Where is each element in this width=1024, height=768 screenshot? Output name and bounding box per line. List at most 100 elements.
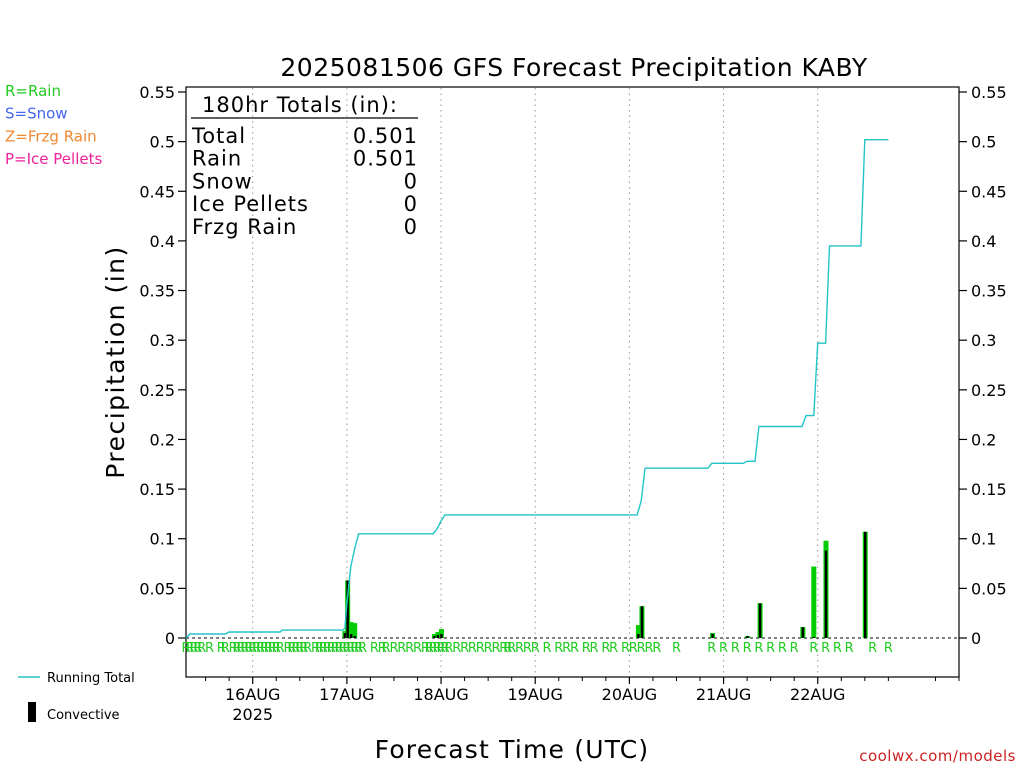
rain-type-marker: R xyxy=(291,641,300,656)
rain-type-marker: R xyxy=(256,641,265,656)
rain-type-marker: R xyxy=(554,641,563,656)
credit-text: coolwx.com/models xyxy=(859,747,1016,765)
rain-type-marker: R xyxy=(397,641,406,656)
rain-type-marker: R xyxy=(523,641,532,656)
convective-bar xyxy=(864,531,867,638)
rain-type-marker: R xyxy=(884,641,893,656)
rain-type-marker: R xyxy=(582,641,591,656)
y-tick-label-left: 0.5 xyxy=(150,133,175,152)
x-tick-label: 20AUG xyxy=(602,685,657,704)
rain-type-marker: R xyxy=(299,641,308,656)
precip-type-legend-item: Z=Frzg Rain xyxy=(5,127,97,145)
rain-type-marker: R xyxy=(562,641,571,656)
rain-type-marker: R xyxy=(672,641,681,656)
precip-bars xyxy=(342,531,868,638)
rain-bar xyxy=(352,623,358,638)
rain-type-marker: R xyxy=(197,641,206,656)
rain-type-marker: R xyxy=(405,641,414,656)
convective-bar xyxy=(711,634,714,638)
rain-type-marker: R xyxy=(644,641,653,656)
x-tick-label: 16AUG xyxy=(225,685,280,704)
y-axis-left: 0 0.05 0.1 0.15 0.2 0.25 0.3 0.35 0.4 0.45 0.5 0.55 xyxy=(139,83,186,648)
rain-type-marker: R xyxy=(276,641,285,656)
y-tick-label-left: 0.2 xyxy=(150,430,175,449)
bottom-legend: Running Total Convective xyxy=(18,671,135,723)
rain-type-marker: R xyxy=(766,641,775,656)
rain-bar xyxy=(811,566,817,638)
rain-type-marker: R xyxy=(468,641,477,656)
rain-type-marker: R xyxy=(236,641,245,656)
convective-bar xyxy=(637,634,640,638)
rain-type-marker: R xyxy=(185,641,194,656)
convective-bar xyxy=(758,603,762,638)
x-axis-title: Forecast Time (UTC) xyxy=(375,735,650,764)
y-tick-label-right: 0.15 xyxy=(971,480,1007,499)
x-tick-label: 22AUG xyxy=(790,685,845,704)
convective-bar xyxy=(812,637,816,638)
totals-row-value: 0 xyxy=(404,192,418,216)
y-tick-label-left: 0.25 xyxy=(139,381,175,400)
precip-type-legend-item: R=Rain xyxy=(5,82,61,100)
totals-row-value: 0.501 xyxy=(353,147,418,171)
rain-type-marker: R xyxy=(389,641,398,656)
rain-type-marker: R xyxy=(515,641,524,656)
y-tick-label-right: 0.35 xyxy=(971,282,1007,301)
day-gridlines xyxy=(252,88,819,676)
rain-type-marker: R xyxy=(264,641,273,656)
rain-type-marker: R xyxy=(338,641,347,656)
y-tick-label-right: 0.45 xyxy=(971,182,1007,201)
y-tick-label-left: 0.1 xyxy=(150,530,175,549)
rain-type-marker: R xyxy=(507,641,516,656)
rain-type-marker: R xyxy=(295,641,304,656)
rain-type-marker: R xyxy=(315,641,324,656)
rain-type-marker: R xyxy=(358,641,367,656)
rain-type-marker: R xyxy=(570,641,579,656)
rain-type-marker: R xyxy=(460,641,469,656)
rain-type-marker: R xyxy=(193,641,202,656)
rain-type-marker: R xyxy=(205,641,214,656)
rain-type-marker: R xyxy=(319,641,328,656)
rain-type-marker: R xyxy=(421,641,430,656)
rain-type-marker: R xyxy=(437,641,446,656)
totals-row-label: Rain xyxy=(192,147,242,171)
y-tick-label-left: 0.05 xyxy=(139,579,175,598)
convective-bar xyxy=(433,636,436,638)
y-tick-label-right: 0.2 xyxy=(971,430,996,449)
rain-type-marker: R xyxy=(244,641,253,656)
running-total-legend-label: Running Total xyxy=(47,671,135,686)
convective-bar xyxy=(353,636,356,638)
rain-type-marker: R xyxy=(778,641,787,656)
rain-bar xyxy=(348,622,354,638)
rain-type-marker: R xyxy=(503,641,512,656)
rain-type-marker: R xyxy=(346,641,355,656)
rain-type-marker: R xyxy=(637,641,646,656)
rain-type-marker: R xyxy=(452,641,461,656)
convective-bar xyxy=(436,635,440,638)
rain-type-marker: R xyxy=(743,641,752,656)
rain-type-marker: R xyxy=(440,641,449,656)
y-axis-right: 0 0.05 0.1 0.15 0.2 0.25 0.3 0.35 0.4 0.45 0.5 0.55 xyxy=(959,83,1007,648)
y-tick-label-right: 0.3 xyxy=(971,331,996,350)
totals-row-label: Total xyxy=(191,124,246,148)
x-tick-label: 17AUG xyxy=(319,685,374,704)
rain-type-marker: R xyxy=(499,641,508,656)
rain-type-marker: R xyxy=(531,641,540,656)
y-tick-label-right: 0 xyxy=(971,629,981,648)
rain-type-marker: R xyxy=(821,641,830,656)
rain-type-marker: R xyxy=(240,641,249,656)
running-total-path xyxy=(185,139,889,639)
y-axis-title: Precipitation (in) xyxy=(101,245,130,479)
y-tick-label-left: 0.55 xyxy=(139,83,175,102)
y-tick-label-left: 0.4 xyxy=(150,232,175,251)
totals-box: 180hr Totals (in): Total 0.501 Rain 0.501 Sn… xyxy=(191,93,418,239)
convective-bar xyxy=(746,636,749,638)
rain-type-marker: R xyxy=(425,641,434,656)
convective-bar xyxy=(801,627,805,638)
rain-type-marker: R xyxy=(491,641,500,656)
rain-type-marker: R xyxy=(476,641,485,656)
convective-bar xyxy=(440,634,443,638)
convective-bar xyxy=(346,580,349,638)
y-tick-label-right: 0.1 xyxy=(971,530,996,549)
rain-type-marker: R xyxy=(809,641,818,656)
totals-row-value: 0 xyxy=(404,215,418,239)
